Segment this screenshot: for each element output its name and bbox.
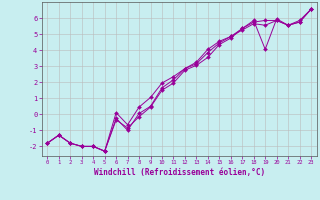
X-axis label: Windchill (Refroidissement éolien,°C): Windchill (Refroidissement éolien,°C) <box>94 168 265 177</box>
